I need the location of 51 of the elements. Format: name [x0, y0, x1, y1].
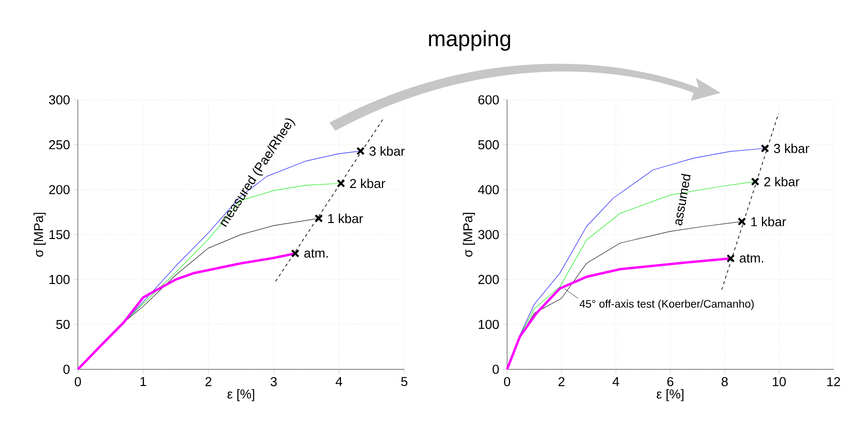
y-tick-label: 200 — [49, 184, 70, 194]
y-tick-label: 200 — [478, 274, 499, 284]
point — [356, 146, 365, 156]
x-tick-label: 1 — [140, 376, 146, 386]
point — [291, 249, 300, 258]
y-tick-label: 250 — [49, 140, 70, 150]
point — [314, 214, 323, 222]
point — [726, 254, 735, 262]
annotation: 45° off-axis test (Koerber/Camanho) — [580, 300, 754, 310]
point — [751, 177, 760, 186]
y-tick-label: 50 — [56, 320, 70, 329]
line-series — [76, 252, 296, 370]
series-label: 3 kbar — [774, 143, 810, 153]
series-label: 1 kbar — [328, 214, 363, 224]
series-label: atm. — [740, 254, 764, 263]
series-label: 1 kbar — [751, 216, 786, 226]
x-axis-title: ε [%] — [656, 388, 684, 402]
x-tick-label: 0 — [74, 376, 81, 386]
x-tick-label: 3 — [270, 376, 277, 386]
y-tick-label: 600 — [478, 95, 499, 104]
x-axis-title: ε [%] — [227, 388, 254, 402]
x-tick-label: 4 — [336, 376, 342, 386]
y-axis-title: σ [MPa] — [462, 212, 475, 257]
series-label: 3 kbar — [370, 146, 405, 156]
y-tick-label: 500 — [478, 140, 499, 150]
series-label: atm. — [304, 249, 328, 258]
x-tick-label: 0 — [504, 376, 510, 386]
point — [336, 179, 346, 188]
x-tick-label: 6 — [667, 376, 674, 386]
y-tick-label: 0 — [492, 364, 499, 374]
x-tick-label: 5 — [401, 376, 408, 386]
y-axis-title: σ [MPa] — [34, 212, 46, 257]
y-tick-label: 300 — [49, 95, 70, 104]
y-tick-label: 100 — [478, 320, 499, 329]
x-tick-label: 2 — [205, 376, 212, 386]
y-tick-label: 300 — [478, 230, 499, 240]
x-tick-label: 12 — [827, 376, 840, 386]
x-tick-label: 10 — [772, 376, 786, 386]
y-tick-label: 100 — [50, 274, 70, 284]
text: mapping — [429, 30, 510, 51]
series-label: 2 kbar — [764, 176, 800, 186]
y-tick-label: 400 — [478, 184, 499, 194]
series-label: 2 kbar — [350, 178, 386, 188]
point — [738, 217, 746, 226]
y-tick-label: 0 — [63, 364, 70, 374]
point — [760, 144, 770, 152]
x-tick-label: 8 — [722, 376, 728, 386]
annotation: assumed — [675, 174, 691, 226]
x-tick-label: 2 — [558, 376, 564, 386]
y-tick-label: 150 — [50, 230, 70, 240]
x-tick-label: 4 — [612, 376, 620, 386]
